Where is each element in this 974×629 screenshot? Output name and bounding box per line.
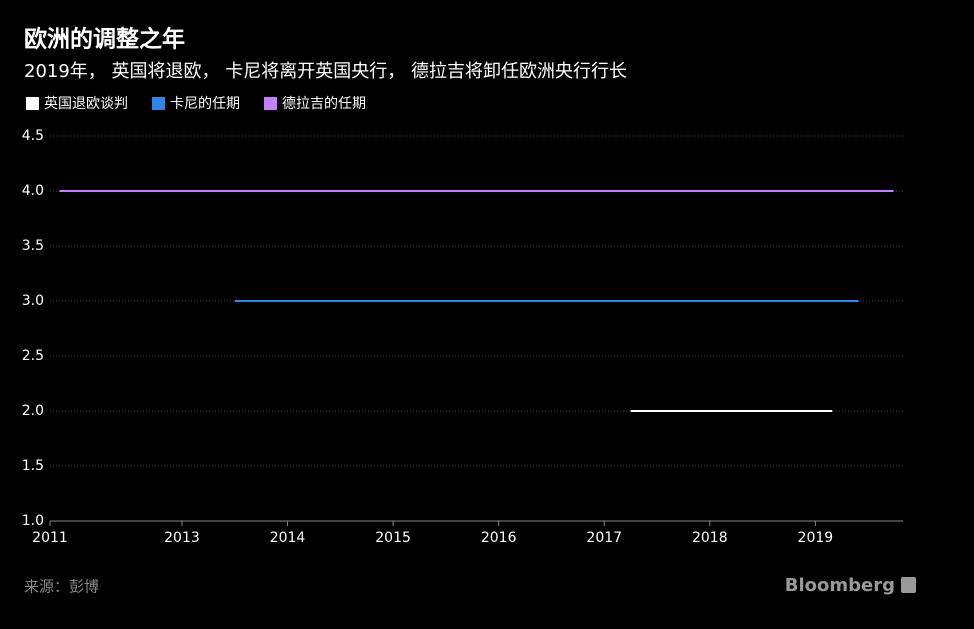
- legend-swatch: [264, 97, 277, 110]
- source: 来源：彭博: [24, 578, 99, 596]
- y-tick-label: 4.0: [22, 183, 44, 199]
- x-tick-label: 2013: [164, 530, 200, 546]
- x-tick-label: 2016: [481, 530, 517, 546]
- brand: Bloomberg: [785, 575, 895, 596]
- x-tick-label: 2014: [270, 530, 306, 546]
- chart-subtitle: 2019年， 英国将退欧， 卡尼将离开英国央行， 德拉吉将卸任欧洲央行行长: [24, 61, 627, 82]
- y-tick-label: 3.0: [22, 293, 44, 309]
- legend-swatch: [26, 97, 39, 110]
- x-tick-label: 2017: [586, 530, 622, 546]
- x-tick-label: 2015: [375, 530, 411, 546]
- x-tick-label: 2019: [798, 530, 834, 546]
- x-tick-label: 2011: [32, 530, 68, 546]
- legend-label: 卡尼的任期: [170, 96, 240, 112]
- y-tick-label: 1.5: [22, 458, 44, 474]
- y-tick-label: 3.5: [22, 238, 44, 254]
- x-tick-label: 2018: [692, 530, 728, 546]
- legend-label: 英国退欧谈判: [44, 95, 128, 112]
- chart-title: 欧洲的调整之年: [24, 26, 185, 53]
- brand-icon: [901, 577, 916, 593]
- y-tick-label: 2.0: [22, 403, 44, 419]
- legend-label: 德拉吉的任期: [282, 96, 366, 112]
- legend-swatch: [152, 97, 165, 110]
- y-tick-label: 2.5: [22, 348, 44, 364]
- y-tick-label: 1.0: [22, 513, 44, 529]
- y-tick-label: 4.5: [22, 128, 44, 144]
